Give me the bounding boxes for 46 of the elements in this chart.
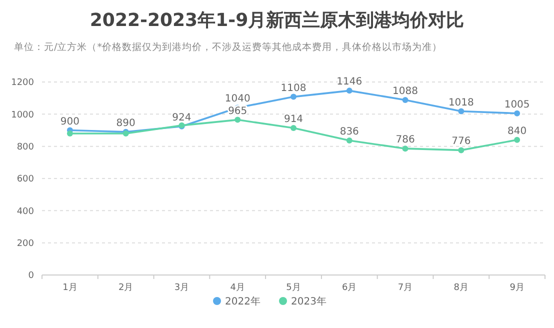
point — [234, 116, 241, 123]
point — [458, 108, 464, 114]
point — [514, 136, 520, 143]
point — [514, 110, 520, 116]
x-tick-label: 2月 — [118, 283, 134, 293]
data-label: 924 — [172, 112, 192, 124]
x-tick-label: 9月 — [510, 283, 524, 293]
y-tick-label: 0 — [28, 271, 34, 282]
point — [346, 88, 352, 94]
point — [346, 138, 352, 144]
point — [458, 147, 464, 154]
y-tick-label: 1200 — [11, 78, 34, 88]
legend-label: 2023年 — [291, 296, 326, 308]
data-label: 786 — [396, 134, 415, 146]
data-label: 1018 — [448, 97, 474, 108]
data-label: 1146 — [336, 76, 362, 88]
chart-title: 2022-2023年1-9月新西兰原木到港均价对比 — [90, 10, 464, 31]
point — [402, 146, 408, 152]
y-tick-label: 800 — [16, 142, 34, 152]
point — [66, 130, 73, 136]
data-label: 1088 — [392, 86, 418, 98]
legend-label: 2022年 — [225, 296, 260, 308]
point — [402, 97, 408, 104]
y-tick-label: 1000 — [11, 110, 34, 120]
x-tick-label: 4月 — [230, 283, 245, 293]
data-label: 836 — [340, 126, 359, 138]
x-tick-label: 5月 — [286, 283, 301, 293]
y-tick-label: 400 — [16, 206, 34, 217]
data-label: 840 — [508, 126, 527, 137]
data-label: 900 — [60, 116, 80, 128]
x-tick-label: 1月 — [62, 283, 78, 293]
data-label: 890 — [116, 118, 136, 129]
data-label: 776 — [452, 136, 471, 148]
data-label: 914 — [284, 114, 304, 125]
x-tick-label: 7月 — [398, 283, 413, 293]
x-tick-label: 6月 — [342, 283, 357, 293]
data-label: 1040 — [224, 94, 250, 105]
point — [290, 94, 296, 100]
x-tick-label: 8月 — [454, 283, 469, 293]
y-tick-label: 200 — [16, 238, 34, 249]
data-label: 1108 — [280, 82, 306, 94]
point — [290, 125, 296, 131]
y-tick-label: 600 — [16, 174, 34, 185]
chart-subtitle: 单位：元/立方米（*价格数据仅为到港均价，不涉及运费等其他成本费用，具体价格以市场为准） — [14, 41, 442, 53]
data-label: 1005 — [504, 99, 530, 110]
x-tick-label: 3月 — [174, 283, 190, 293]
